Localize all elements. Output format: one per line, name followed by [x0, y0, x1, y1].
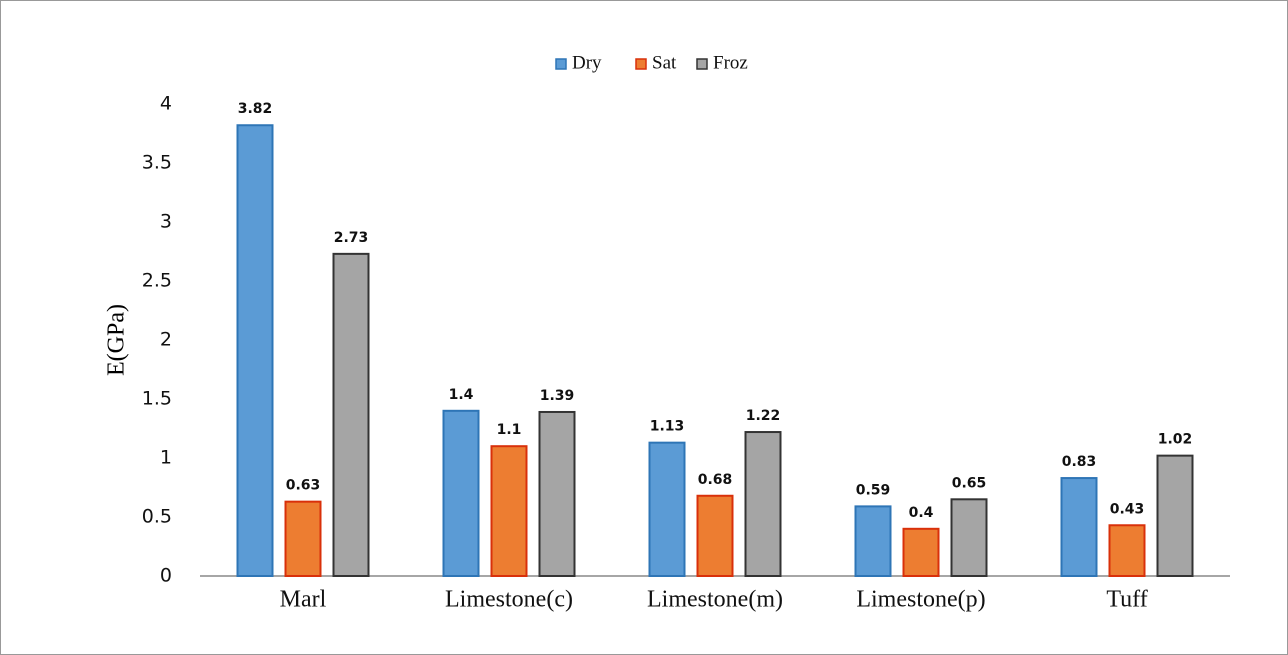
value-label: 0.68: [698, 472, 733, 488]
y-tick-label: 4: [160, 93, 172, 115]
value-label: 2.73: [334, 230, 369, 246]
x-tick-label: Limestone(c): [445, 587, 573, 613]
legend-label: Sat: [652, 52, 677, 73]
x-tick-label: Tuff: [1106, 587, 1147, 613]
bar: [490, 445, 528, 578]
bar: [902, 527, 940, 577]
legend-label: Froz: [713, 52, 748, 73]
bar: [332, 252, 370, 578]
x-tick-label: Marl: [280, 587, 327, 613]
bar: [1108, 524, 1146, 578]
value-label: 1.02: [1158, 432, 1193, 448]
legend-label: Dry: [572, 52, 602, 73]
legend-swatch: [696, 58, 708, 70]
bar: [696, 494, 734, 578]
y-tick-label: 2.5: [142, 270, 172, 292]
x-tick-label: Limestone(m): [647, 587, 783, 613]
bar: [648, 441, 686, 577]
legend-swatch: [555, 58, 567, 70]
x-tick-label: Limestone(p): [856, 587, 985, 613]
legend-swatch: [635, 58, 647, 70]
value-label: 0.83: [1062, 454, 1097, 470]
value-label: 0.63: [286, 478, 321, 494]
bar: [236, 124, 274, 578]
value-label: 0.4: [909, 505, 934, 521]
y-tick-label: 1: [160, 447, 172, 469]
value-label: 0.59: [856, 482, 891, 498]
value-label: 3.82: [238, 101, 273, 117]
value-label: 0.43: [1110, 501, 1145, 517]
y-tick-label: 3.5: [142, 152, 172, 174]
bar: [1156, 454, 1194, 578]
value-label: 1.1: [497, 422, 522, 438]
bar: [950, 498, 988, 577]
value-label: 0.65: [952, 475, 987, 491]
y-tick-label: 3: [160, 211, 172, 233]
y-tick-label: 0: [160, 565, 172, 587]
bar: [538, 410, 576, 578]
value-label: 1.22: [746, 408, 781, 424]
y-tick-label: 0.5: [142, 506, 172, 528]
y-tick-label: 2: [160, 329, 172, 351]
bar: [284, 500, 322, 577]
y-tick-label: 1.5: [142, 388, 172, 410]
bar: [1060, 477, 1098, 577]
bar: [744, 431, 782, 578]
y-axis-label: E(GPa): [104, 304, 130, 376]
value-label: 1.13: [650, 419, 685, 435]
bar: [442, 409, 480, 577]
value-label: 1.39: [540, 388, 575, 404]
value-label: 1.4: [449, 387, 474, 403]
bar: [854, 505, 892, 578]
